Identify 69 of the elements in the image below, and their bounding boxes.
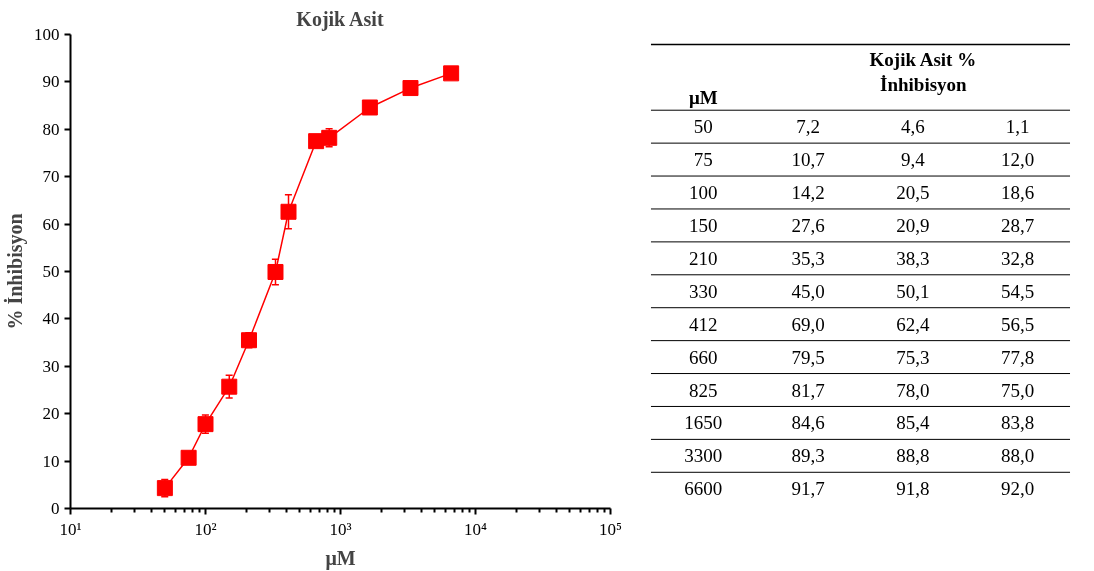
y-tick-label: 90 (42, 72, 60, 92)
y-tick-label: 70 (42, 167, 60, 187)
text: 77,8 (1001, 346, 1035, 368)
text: 62,4 (896, 313, 930, 335)
category-label: 330 (689, 280, 718, 302)
text: 69,0 (791, 313, 825, 335)
y-tick-label: 50 (42, 262, 60, 281)
category-label: 3300 (684, 445, 723, 467)
text: 75,3 (896, 346, 930, 368)
x-axis-title: μM (325, 546, 356, 570)
y-axis-title: % İnhibisyon (3, 213, 27, 330)
text: 54,5 (1001, 280, 1035, 302)
text: 91,8 (896, 478, 930, 500)
y-tick-label: 10 (42, 451, 60, 471)
text: μM (689, 86, 718, 108)
text: 38,3 (896, 247, 930, 269)
text: 27,6 (791, 214, 825, 236)
y-tick-label: 100 (34, 25, 60, 44)
x-tick-label: 10¹ (59, 519, 82, 539)
text: 18,6 (1001, 182, 1035, 203)
category-label: 100 (689, 182, 718, 203)
text: 7,2 (796, 116, 820, 138)
text: 50,1 (896, 280, 930, 302)
text: 32,8 (1001, 247, 1035, 269)
text: 81,7 (791, 379, 825, 401)
category-label: 75 (693, 149, 713, 171)
category-label: 210 (689, 247, 718, 269)
y-tick-label: 80 (42, 119, 60, 139)
text: 75,0 (1001, 379, 1035, 401)
text: 20,9 (896, 214, 930, 236)
text: 89,3 (791, 445, 825, 467)
text: 45,0 (791, 280, 825, 302)
text: 78,0 (896, 379, 930, 401)
category-label: 412 (689, 313, 718, 335)
category-label: 1650 (684, 412, 723, 434)
text: 84,6 (791, 412, 825, 434)
text: 20,5 (896, 182, 930, 203)
x-tick-label: 10² (194, 519, 217, 539)
text: 4,6 (901, 116, 925, 138)
text: 88,8 (896, 445, 930, 467)
y-tick-label: 0 (51, 499, 60, 518)
chart-title: Kojik Asit (296, 7, 384, 31)
text: Kojik Asit % İnhibisyon (869, 49, 977, 96)
text: 28,7 (1001, 214, 1035, 236)
category-label: 660 (689, 346, 718, 368)
y-tick-label: 40 (42, 309, 60, 329)
text: 92,0 (1001, 478, 1035, 500)
text: 83,8 (1001, 412, 1035, 434)
text: 79,5 (791, 346, 825, 368)
text: 1,1 (1005, 116, 1030, 138)
y-tick-label: 20 (42, 404, 60, 424)
x-tick-label: 10³ (329, 519, 352, 539)
text: 91,7 (791, 478, 825, 500)
text: 35,3 (791, 247, 825, 269)
category-label: 150 (689, 214, 718, 236)
text: 85,4 (896, 412, 930, 434)
category-label: 50 (693, 116, 713, 138)
text: 9,4 (901, 149, 925, 171)
text: 14,2 (791, 182, 825, 203)
text: 88,0 (1001, 445, 1035, 467)
category-label: 825 (689, 379, 718, 401)
x-tick-label: 10⁴ (464, 519, 488, 539)
text: 10,7 (791, 149, 825, 171)
y-tick-label: 30 (42, 356, 60, 376)
x-tick-label: 10⁵ (599, 519, 623, 539)
category-label: 6600 (684, 478, 723, 500)
y-tick-label: 60 (42, 214, 60, 234)
text: 56,5 (1001, 313, 1035, 335)
text: 12,0 (1001, 149, 1035, 171)
